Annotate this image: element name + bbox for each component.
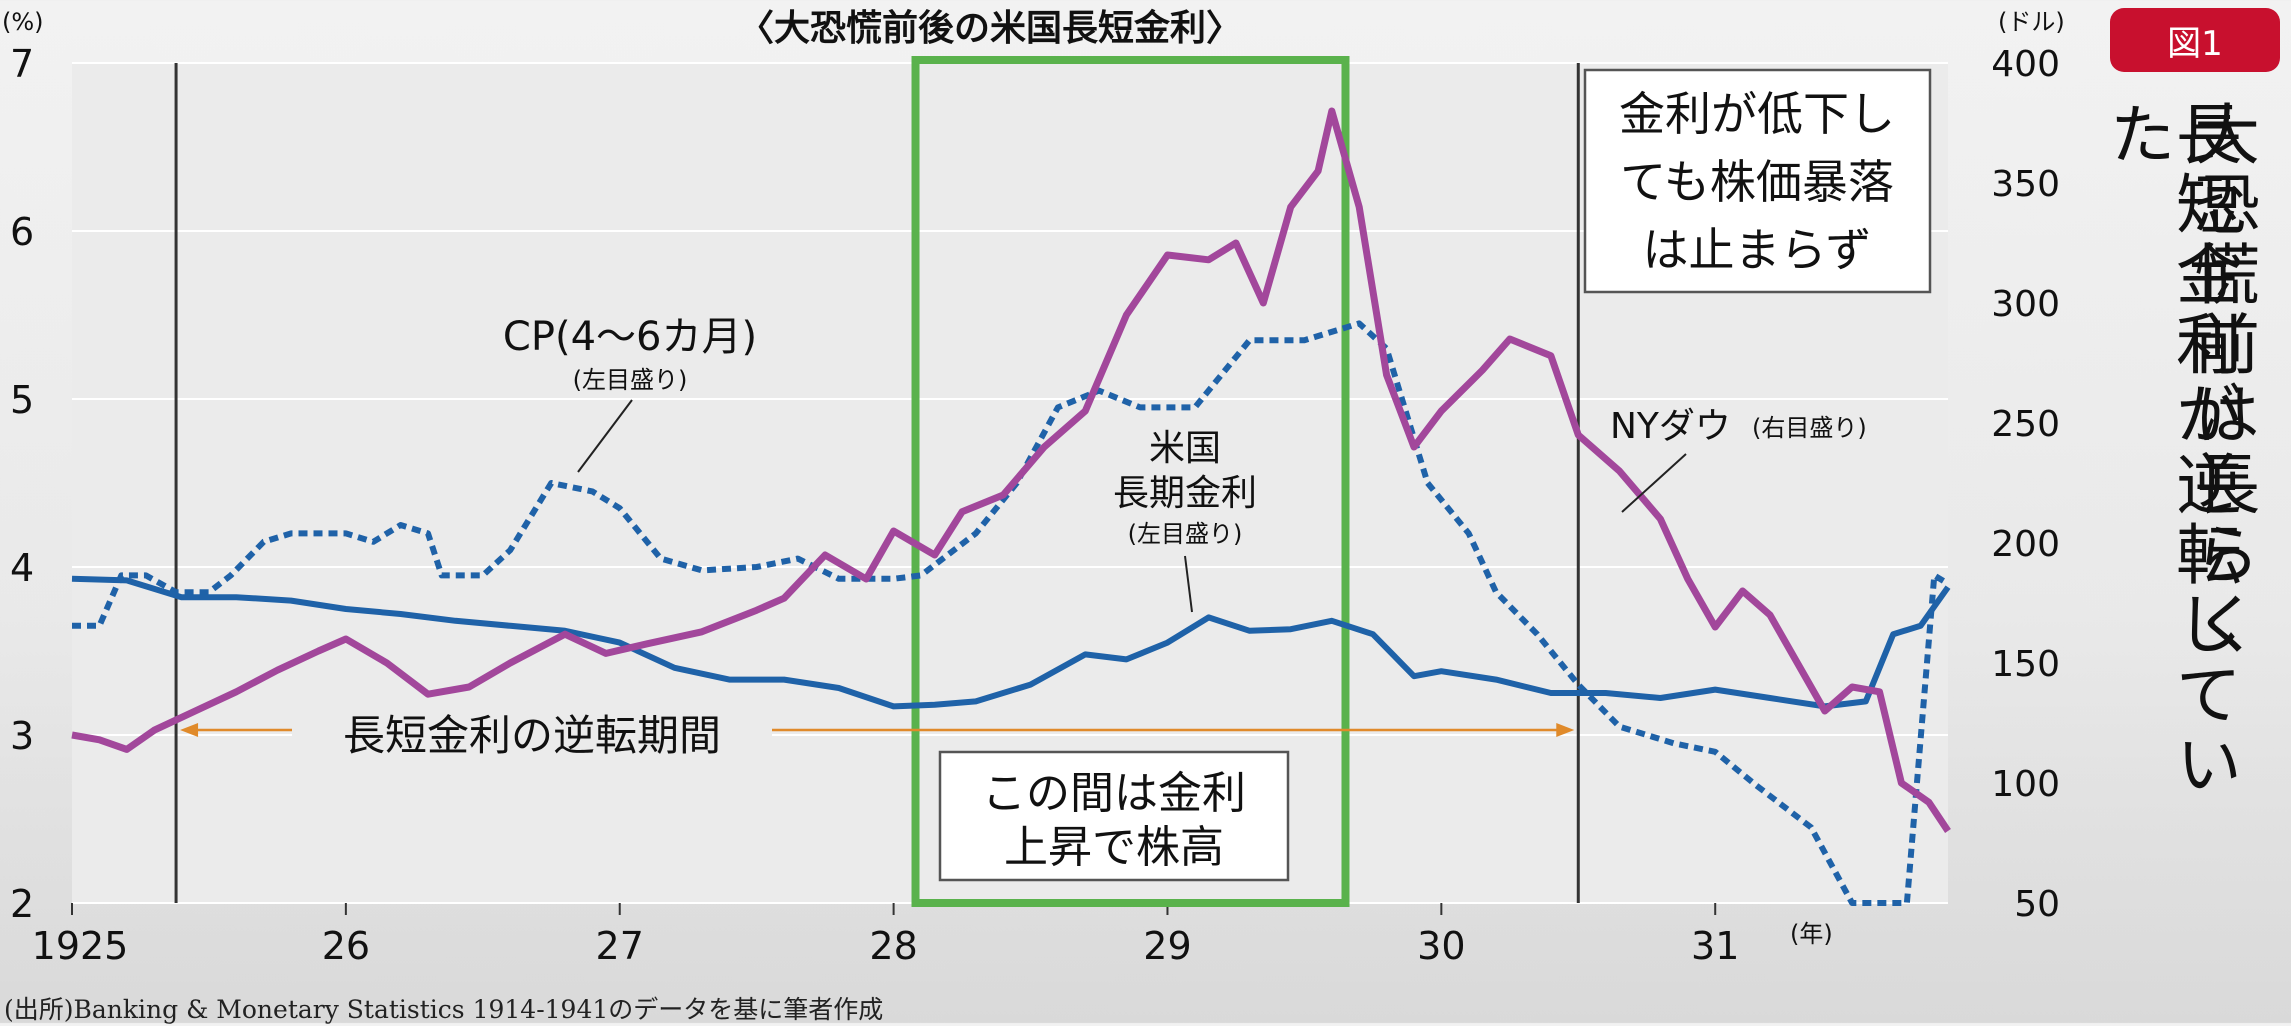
series-layer [71,107,1951,906]
dow-label: NYダウ [1610,406,1731,447]
right-tick-7: 400 [1991,44,2060,85]
left-tick-4: 6 [10,210,34,254]
left-tick-1: 3 [10,714,34,758]
x-tick-label-1: 26 [322,924,370,968]
chart-title: 〈大恐慌前後の米国長短金利〉 [738,7,1242,49]
x-tick-label-4: 29 [1143,924,1191,968]
left-tick-2: 4 [10,546,34,590]
left-axis-ticks: 2 3 4 5 6 7 [10,42,34,926]
green-box-line-1: この間は金利 [982,768,1246,819]
highlight-frame [911,56,1350,907]
series-line-1 [71,575,1951,710]
figure-badge: 図1 [2110,8,2280,72]
inversion-boundaries [174,63,1580,903]
green-box-line-2: 上昇で株高 [1004,822,1224,873]
side-title-line-1: 大恐慌前は長らく [2183,100,2260,660]
dow-annotation: NYダウ (右目盛り) [1610,406,1867,513]
x-axis-ticks: 1925 26 27 28 29 30 31 [32,903,1739,968]
right-tick-2: 150 [1991,644,2060,685]
cp-leader [577,399,633,473]
left-axis-unit: (%) [2,8,44,36]
inversion-arrow: 長短金利の逆転期間 [180,706,1575,764]
right-tick-6: 350 [1991,164,2060,205]
x-tick-label-0: 1925 [32,924,129,968]
left-tick-5: 7 [10,42,34,86]
x-tick-label-6: 31 [1691,924,1739,968]
crash-note-line-3: は止まらず [1642,223,1871,277]
left-tick-3: 5 [10,378,34,422]
crash-note: 金利が低下し ても株価暴落 は止まらず [1583,68,1932,294]
right-axis-unit: (ドル) [1998,8,2065,36]
dow-sub: (右目盛り) [1752,414,1867,442]
side-title: 大恐慌前は長らく 長短金利が逆転していた [2090,100,2290,860]
inversion-label: 長短金利の逆転期間 [343,711,721,760]
right-axis-ticks: 50 100 150 200 250 300 350 400 [1991,44,2060,925]
x-tick-label-3: 28 [869,924,917,968]
right-tick-1: 100 [1991,764,2060,805]
right-tick-3: 200 [1991,524,2060,565]
left-tick-0: 2 [10,882,34,926]
long-leader [1184,555,1193,613]
cp-sub: (左目盛り) [573,366,688,394]
green-box-note: この間は金利 上昇で株高 [938,750,1290,882]
dow-leader [1621,453,1687,513]
cp-annotation: CP(4〜6カ月) (左目盛り) [503,314,757,473]
x-tick-label-2: 27 [596,924,644,968]
right-tick-5: 300 [1991,284,2060,325]
cp-label: CP(4〜6カ月) [503,314,757,360]
x-tick-label-5: 30 [1417,924,1465,968]
x-axis-unit: (年) [1790,920,1833,948]
series-line-0 [72,320,1950,906]
crash-note-line-2: ても株価暴落 [1620,155,1894,209]
right-tick-4: 250 [1991,404,2060,445]
long-sub: (左目盛り) [1128,520,1243,548]
right-tick-0: 50 [2014,884,2060,925]
long-label-1: 米国 [1149,428,1221,469]
source-note: (出所)Banking & Monetary Statistics 1914-1… [4,995,884,1024]
series-line-2 [71,107,1951,833]
long-label-2: 長期金利 [1113,473,1257,514]
side-title-line-2: 長短金利が逆転していた [2099,100,2242,800]
long-rate-annotation: 米国 長期金利 (左目盛り) [1113,428,1257,613]
crash-note-line-1: 金利が低下し [1619,87,1895,141]
